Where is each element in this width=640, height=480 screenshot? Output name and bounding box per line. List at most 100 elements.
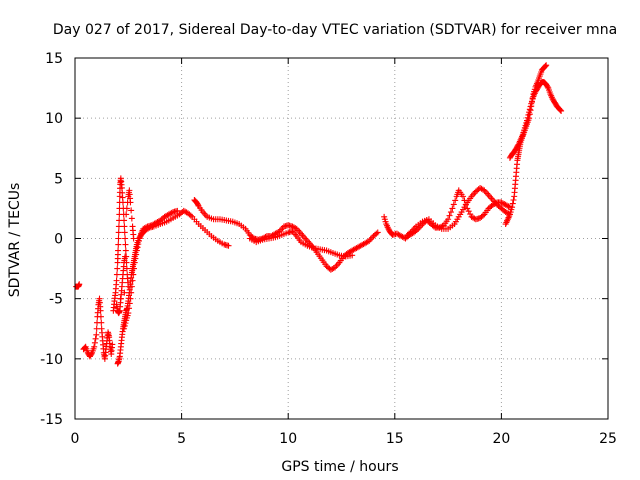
data-point	[465, 208, 472, 215]
data-point	[509, 200, 516, 207]
data-point	[109, 341, 116, 348]
data-point	[542, 63, 549, 70]
data-point	[115, 235, 122, 242]
plot-frame	[74, 57, 609, 420]
data-point	[98, 319, 105, 326]
data-point	[133, 251, 140, 258]
data-point	[128, 207, 135, 214]
data-point	[121, 217, 128, 224]
data-point	[225, 242, 232, 249]
data-point	[523, 117, 530, 124]
data-point	[122, 241, 129, 248]
y-tick-label: -10	[40, 352, 63, 368]
data-point	[128, 215, 135, 222]
data-point	[91, 343, 98, 350]
data-point	[127, 295, 134, 302]
data-point	[121, 229, 128, 236]
data-point	[121, 325, 128, 332]
data-point	[115, 241, 122, 248]
y-tick-label: -5	[49, 292, 63, 308]
data-point	[115, 223, 122, 230]
data-point	[510, 196, 517, 203]
data-point	[133, 247, 140, 254]
data-point	[526, 109, 533, 116]
y-tick-label: -15	[40, 412, 63, 428]
x-tick-label: 5	[177, 431, 186, 447]
x-axis-label: GPS time / hours	[281, 459, 398, 475]
data-point	[524, 114, 531, 121]
data-point	[174, 207, 181, 214]
data-point	[128, 283, 135, 290]
data-point	[449, 205, 456, 212]
data-point	[558, 107, 565, 114]
data-point	[130, 265, 137, 272]
data-point	[373, 230, 380, 237]
data-point	[514, 142, 521, 149]
data-point	[194, 201, 201, 208]
data-point	[460, 193, 467, 200]
x-tick-label: 0	[71, 431, 80, 447]
x-tick-label: 15	[386, 431, 404, 447]
data-point	[134, 244, 141, 251]
x-tick-label: 20	[492, 431, 510, 447]
data-point	[121, 322, 128, 329]
data-point	[527, 103, 534, 110]
data-point	[123, 265, 130, 272]
data-point	[450, 201, 457, 208]
data-point	[115, 247, 122, 254]
data-point	[464, 205, 471, 212]
data-point	[526, 106, 533, 113]
data-point	[114, 265, 121, 272]
data-point	[88, 351, 95, 358]
data-point	[374, 229, 381, 236]
y-tick-label: 10	[45, 111, 63, 127]
data-point	[135, 241, 142, 248]
data-point	[123, 211, 130, 218]
y-tick-label: 0	[54, 232, 63, 248]
data-point	[509, 204, 516, 211]
data-point	[122, 253, 129, 260]
axes: 0 5 10 15 20 25 -15 -10 -5 0 5 10 15	[40, 51, 617, 447]
data-point	[407, 229, 414, 236]
y-tick-label: 15	[45, 51, 63, 67]
data-point	[143, 224, 150, 231]
data-point	[81, 344, 88, 351]
data-point	[113, 271, 120, 278]
data-point	[467, 211, 474, 218]
x-tick-label: 10	[279, 431, 297, 447]
data-point	[97, 307, 104, 314]
data-point	[115, 229, 122, 236]
y-tick-label: 5	[54, 171, 63, 187]
data-point	[168, 209, 175, 216]
data-point	[129, 277, 136, 284]
data-point	[122, 320, 129, 327]
chart-title: Day 027 of 2017, Sidereal Day-to-day VTE…	[53, 22, 617, 38]
data-point	[452, 197, 459, 204]
data-point	[91, 339, 98, 346]
data-points	[73, 62, 565, 367]
data-point	[126, 300, 133, 307]
data-point	[479, 212, 486, 219]
data-point	[505, 203, 512, 210]
data-point	[132, 255, 139, 262]
data-point	[121, 223, 128, 230]
y-axis-label: SDTVAR / TECUs	[7, 183, 23, 298]
grid-lines	[75, 58, 608, 419]
data-point	[130, 271, 137, 278]
data-point	[76, 281, 83, 288]
data-point	[349, 252, 356, 259]
data-point	[113, 277, 120, 284]
data-point	[130, 235, 137, 242]
data-point	[543, 62, 550, 69]
x-tick-label: 25	[599, 431, 617, 447]
data-point	[127, 199, 134, 206]
data-point	[123, 205, 130, 212]
data-point	[557, 107, 564, 114]
data-point	[122, 235, 129, 242]
data-point	[525, 111, 532, 118]
data-point	[125, 310, 132, 317]
data-point	[544, 83, 551, 90]
data-point	[92, 335, 99, 342]
data-point	[97, 313, 104, 320]
